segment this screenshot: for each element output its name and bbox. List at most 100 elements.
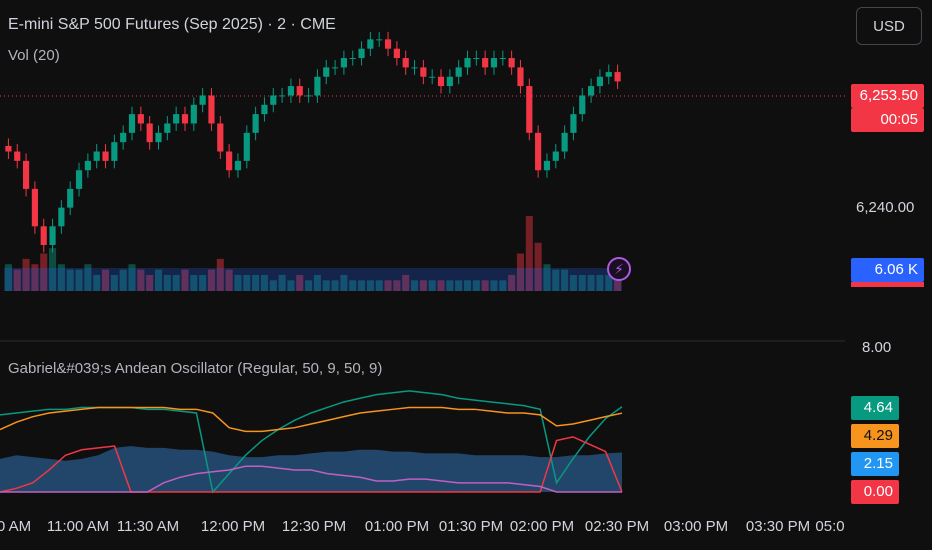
volume-bar bbox=[40, 253, 48, 291]
currency-button[interactable]: USD bbox=[856, 7, 922, 45]
price-tick-label: 6,240.00 bbox=[856, 199, 915, 216]
candle-body bbox=[84, 160, 91, 171]
oscillator-title[interactable]: Gabriel&#039;s Andean Oscillator (Regula… bbox=[8, 360, 383, 377]
volume-bar bbox=[31, 264, 39, 291]
volume-bar bbox=[110, 274, 118, 291]
volume-bar bbox=[569, 274, 577, 291]
volume-bar bbox=[472, 280, 480, 291]
candle-body bbox=[323, 67, 330, 77]
osc-value-red: 0.00 bbox=[851, 480, 899, 504]
volume-bar bbox=[305, 280, 313, 291]
volume-bar bbox=[358, 280, 366, 291]
volume-bar bbox=[75, 269, 83, 291]
last-price-tag: 6,253.50 bbox=[851, 84, 924, 108]
volume-bar bbox=[207, 269, 216, 291]
time-tick-label: 03:00 PM bbox=[663, 518, 729, 535]
volume-bar bbox=[137, 269, 145, 291]
candle-body bbox=[446, 76, 453, 87]
volume-bar bbox=[84, 264, 92, 291]
candle-body bbox=[561, 132, 568, 152]
time-tick-label: 12:00 PM bbox=[200, 518, 266, 535]
volume-bar bbox=[437, 280, 445, 291]
candle-body bbox=[596, 76, 604, 87]
volume-bar bbox=[101, 269, 110, 291]
candle-body bbox=[217, 123, 224, 152]
candle-body bbox=[473, 58, 480, 60]
candle-body bbox=[58, 207, 65, 227]
volume-bar bbox=[393, 280, 401, 291]
volume-badge-underline bbox=[851, 282, 924, 287]
volume-bar bbox=[154, 269, 163, 291]
volume-bars bbox=[4, 216, 622, 291]
candle-body bbox=[508, 58, 515, 68]
time-tick-label: 12:30 PM bbox=[281, 518, 347, 535]
candle-body bbox=[543, 160, 551, 171]
volume-bar bbox=[322, 280, 330, 291]
volume-bar bbox=[190, 274, 198, 291]
candle-body bbox=[349, 58, 356, 60]
candle-body bbox=[340, 58, 347, 68]
volume-bar bbox=[313, 274, 321, 291]
candle-body bbox=[49, 226, 56, 245]
volume-bar bbox=[366, 280, 374, 291]
volume-bar bbox=[163, 274, 171, 291]
volume-bar bbox=[252, 274, 260, 291]
volume-bar bbox=[446, 280, 454, 291]
volume-bar bbox=[66, 269, 74, 291]
candle-body bbox=[402, 58, 409, 68]
volume-bar bbox=[455, 280, 463, 291]
volume-bar bbox=[243, 274, 251, 291]
candle-body bbox=[40, 226, 47, 245]
candle-body bbox=[614, 72, 621, 82]
volume-indicator-title[interactable]: Vol (20) bbox=[8, 47, 60, 64]
volume-bar bbox=[13, 269, 21, 291]
volume-bar bbox=[349, 280, 357, 291]
candle-body bbox=[331, 67, 339, 69]
volume-bar bbox=[331, 280, 339, 291]
symbol-title[interactable]: E-mini S&P 500 Futures (Sep 2025) · 2 · … bbox=[8, 16, 336, 33]
volume-bar bbox=[534, 242, 542, 291]
time-tick-label: 03:30 PM bbox=[745, 518, 811, 535]
volume-bar bbox=[216, 258, 224, 291]
volume-bar bbox=[561, 269, 569, 291]
oscillator-line bbox=[0, 465, 622, 493]
candle-body bbox=[464, 58, 471, 68]
oscillator-lines bbox=[0, 390, 623, 494]
candle-body bbox=[164, 123, 171, 133]
volume-bar bbox=[481, 280, 489, 291]
candle-body bbox=[570, 114, 577, 133]
osc-value-blue: 2.15 bbox=[851, 452, 899, 476]
oscillator-axis-top: 8.00 bbox=[862, 339, 892, 356]
candle-body bbox=[367, 39, 374, 49]
candle-body bbox=[67, 188, 74, 208]
candle-body bbox=[420, 67, 427, 77]
candle-body bbox=[173, 114, 180, 124]
volume-bar bbox=[340, 274, 348, 291]
candle-body bbox=[605, 72, 612, 77]
volume-bar bbox=[278, 274, 286, 291]
volume-bar bbox=[402, 274, 410, 291]
volume-bar bbox=[596, 274, 604, 291]
oscillator-line bbox=[0, 406, 623, 433]
candle-body bbox=[111, 142, 118, 161]
volume-ma-band bbox=[4, 268, 622, 291]
volume-bar bbox=[410, 280, 419, 291]
osc-value-green: 4.64 bbox=[851, 396, 899, 420]
candle-body bbox=[411, 67, 418, 69]
candle-body bbox=[190, 104, 197, 124]
volume-bar bbox=[605, 274, 613, 291]
candle-body bbox=[128, 114, 136, 133]
candle-body bbox=[181, 114, 189, 124]
volume-bar bbox=[499, 280, 507, 291]
volume-bar bbox=[375, 280, 383, 291]
candle-body bbox=[499, 58, 506, 60]
volume-bar bbox=[4, 264, 12, 291]
time-tick-label: 11:30 AM bbox=[116, 518, 180, 535]
candle-body bbox=[517, 67, 524, 87]
volume-bar bbox=[543, 264, 551, 291]
candle-body bbox=[102, 151, 109, 161]
candle-body bbox=[376, 39, 383, 41]
lightning-icon[interactable]: ⚡ bbox=[607, 257, 631, 281]
candle-body bbox=[429, 76, 436, 78]
